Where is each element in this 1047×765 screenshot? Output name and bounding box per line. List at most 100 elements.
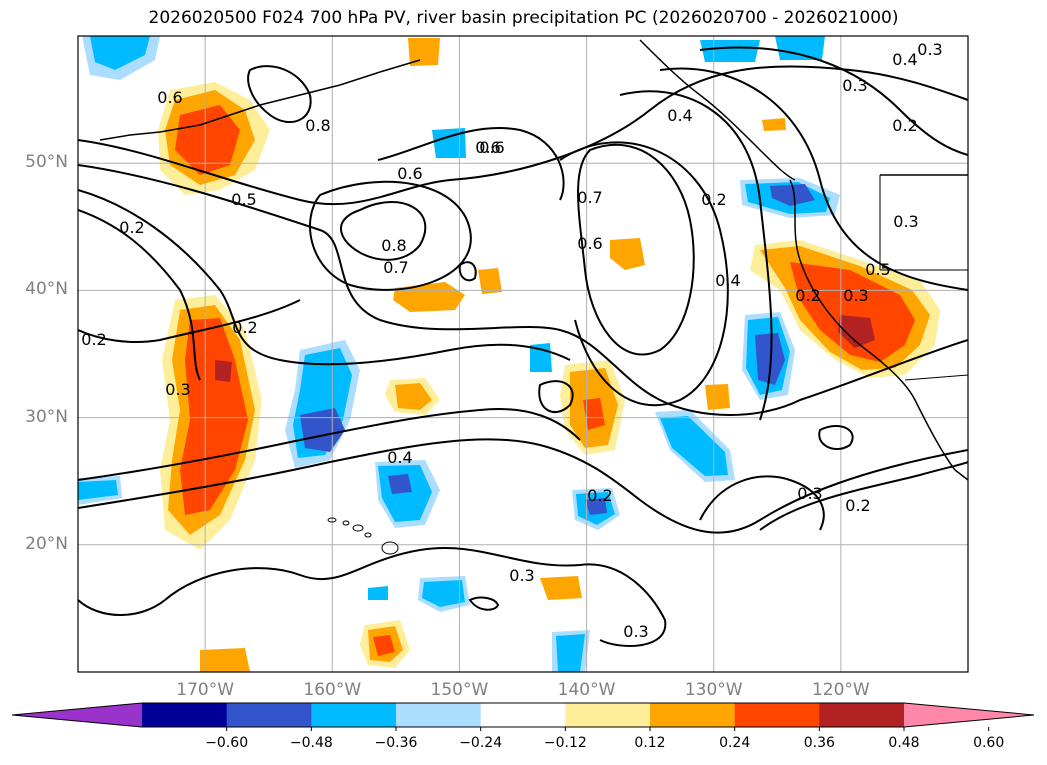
precip-positive-region <box>705 384 730 410</box>
precip-positive-region <box>762 118 786 131</box>
precip-positive-region <box>610 238 645 270</box>
contour-label: 0.6 <box>475 138 500 157</box>
precip-positive-region <box>540 576 582 600</box>
pv-contour <box>309 180 472 291</box>
lon-tick-label: 120°W <box>811 680 870 700</box>
lat-tick-label: 30°N <box>25 406 68 427</box>
contour-label: 0.8 <box>305 116 330 135</box>
precip-positive-region <box>408 38 440 66</box>
contour-label: 0.3 <box>843 286 868 305</box>
colorbar-segment <box>650 703 736 727</box>
pv-contour <box>619 90 773 421</box>
contour-label: 0.4 <box>715 271 740 290</box>
colorbar-tick-label: 0.12 <box>634 735 666 751</box>
pv-contour <box>577 143 695 356</box>
contour-label: 0.3 <box>842 76 867 95</box>
colorbar-segment <box>142 703 228 727</box>
graticule <box>78 36 968 672</box>
precip-positive-region <box>838 315 875 348</box>
colorbar-tick-label: −0.12 <box>543 735 587 751</box>
contour-label: 0.7 <box>577 188 602 207</box>
pv-contour <box>559 141 729 407</box>
precip-negative-region <box>388 474 412 494</box>
precip-positive-region <box>215 360 232 382</box>
colorbar-tick-label: 0.60 <box>973 735 1005 751</box>
precip-negative-region <box>422 580 465 607</box>
precip-positive-region <box>200 648 250 672</box>
map-frame <box>77 35 969 673</box>
precip-negative-region <box>368 586 388 600</box>
colorbar-segment <box>480 703 566 727</box>
precip-positive-region <box>790 262 915 362</box>
colorbar-tick-label: −0.36 <box>374 735 418 751</box>
border-us-mexico <box>904 374 968 381</box>
contour-label: 0.2 <box>845 496 870 515</box>
contour-label: 0.4 <box>387 448 412 467</box>
contour-label: 0.2 <box>795 286 820 305</box>
colorbar-outline <box>11 702 1035 728</box>
contour-label: 0.2 <box>587 486 612 505</box>
contour-label: 0.3 <box>623 622 648 641</box>
lon-tick-label: 130°W <box>684 680 743 700</box>
colorbar-tick-label: −0.48 <box>289 735 333 751</box>
contour-label: 0.7 <box>383 258 408 277</box>
precip-positive-region <box>175 105 240 175</box>
precip-negative-region <box>556 634 585 672</box>
precip-negative-region <box>78 480 118 500</box>
pv-contour <box>247 65 312 124</box>
lat-tick-label: 40°N <box>25 279 68 300</box>
colorbar-tick-label: 0.36 <box>803 735 835 751</box>
contour-label: 0.4 <box>667 106 692 125</box>
hawaiian-islands <box>327 517 399 555</box>
colorbar-extend-high <box>904 703 1034 727</box>
colorbar <box>11 702 1035 731</box>
precip-shading <box>78 36 940 672</box>
contour-label: 0.2 <box>892 116 917 135</box>
contour-label: 0.8 <box>381 236 406 255</box>
precip-negative-region <box>660 416 728 476</box>
contour-label: 0.2 <box>701 190 726 209</box>
precip-positive-region <box>393 282 465 312</box>
colorbar-segment <box>311 703 397 727</box>
pv-contour <box>78 438 968 534</box>
contour-label: 0.6 <box>157 88 182 107</box>
pv-contour <box>759 461 968 531</box>
colorbar-tick-label: 0.24 <box>719 735 751 751</box>
precip-negative-region <box>90 36 150 70</box>
pv-contour <box>78 65 968 206</box>
contour-label: 0.3 <box>893 212 918 231</box>
contour-label: 0.5 <box>231 190 256 209</box>
colorbar-extend-low <box>12 703 142 727</box>
pv-contour <box>78 299 301 343</box>
colorbar-segment <box>226 703 312 727</box>
coastline-alaska-panhandle <box>639 39 796 181</box>
pv-contour <box>340 201 427 261</box>
contour-label: 0.3 <box>509 566 534 585</box>
contour-label: 0.6 <box>479 138 504 157</box>
contour-label: 0.3 <box>165 380 190 399</box>
lon-tick-label: 160°W <box>303 680 362 700</box>
coastline-west-us <box>789 179 968 481</box>
pv-contour <box>468 596 500 611</box>
precip-positive-region <box>478 268 502 294</box>
lat-tick-label: 20°N <box>25 533 68 554</box>
pv-contour <box>699 475 825 531</box>
lon-tick-label: 140°W <box>557 680 616 700</box>
pv-contour <box>458 261 477 282</box>
pv-contour <box>538 380 574 414</box>
pv-contour <box>78 408 581 481</box>
colorbar-tick-label: −0.24 <box>459 735 503 751</box>
precip-positive-region <box>583 398 605 430</box>
colorbar-segment <box>396 703 482 727</box>
contour-label: 0.4 <box>892 50 917 69</box>
contour-label: 0.2 <box>119 218 144 237</box>
pv-contour <box>818 425 854 450</box>
contour-label: 0.3 <box>797 484 822 503</box>
precip-negative-region <box>700 40 760 62</box>
contour-label: 0.3 <box>917 40 942 59</box>
contour-label: 0.5 <box>865 260 890 279</box>
colorbar-segment <box>819 703 905 727</box>
pv-contour <box>78 164 968 416</box>
contour-labels: 0.60.80.50.20.60.80.70.60.70.60.20.40.30… <box>81 40 942 641</box>
pv-contour <box>78 189 571 366</box>
